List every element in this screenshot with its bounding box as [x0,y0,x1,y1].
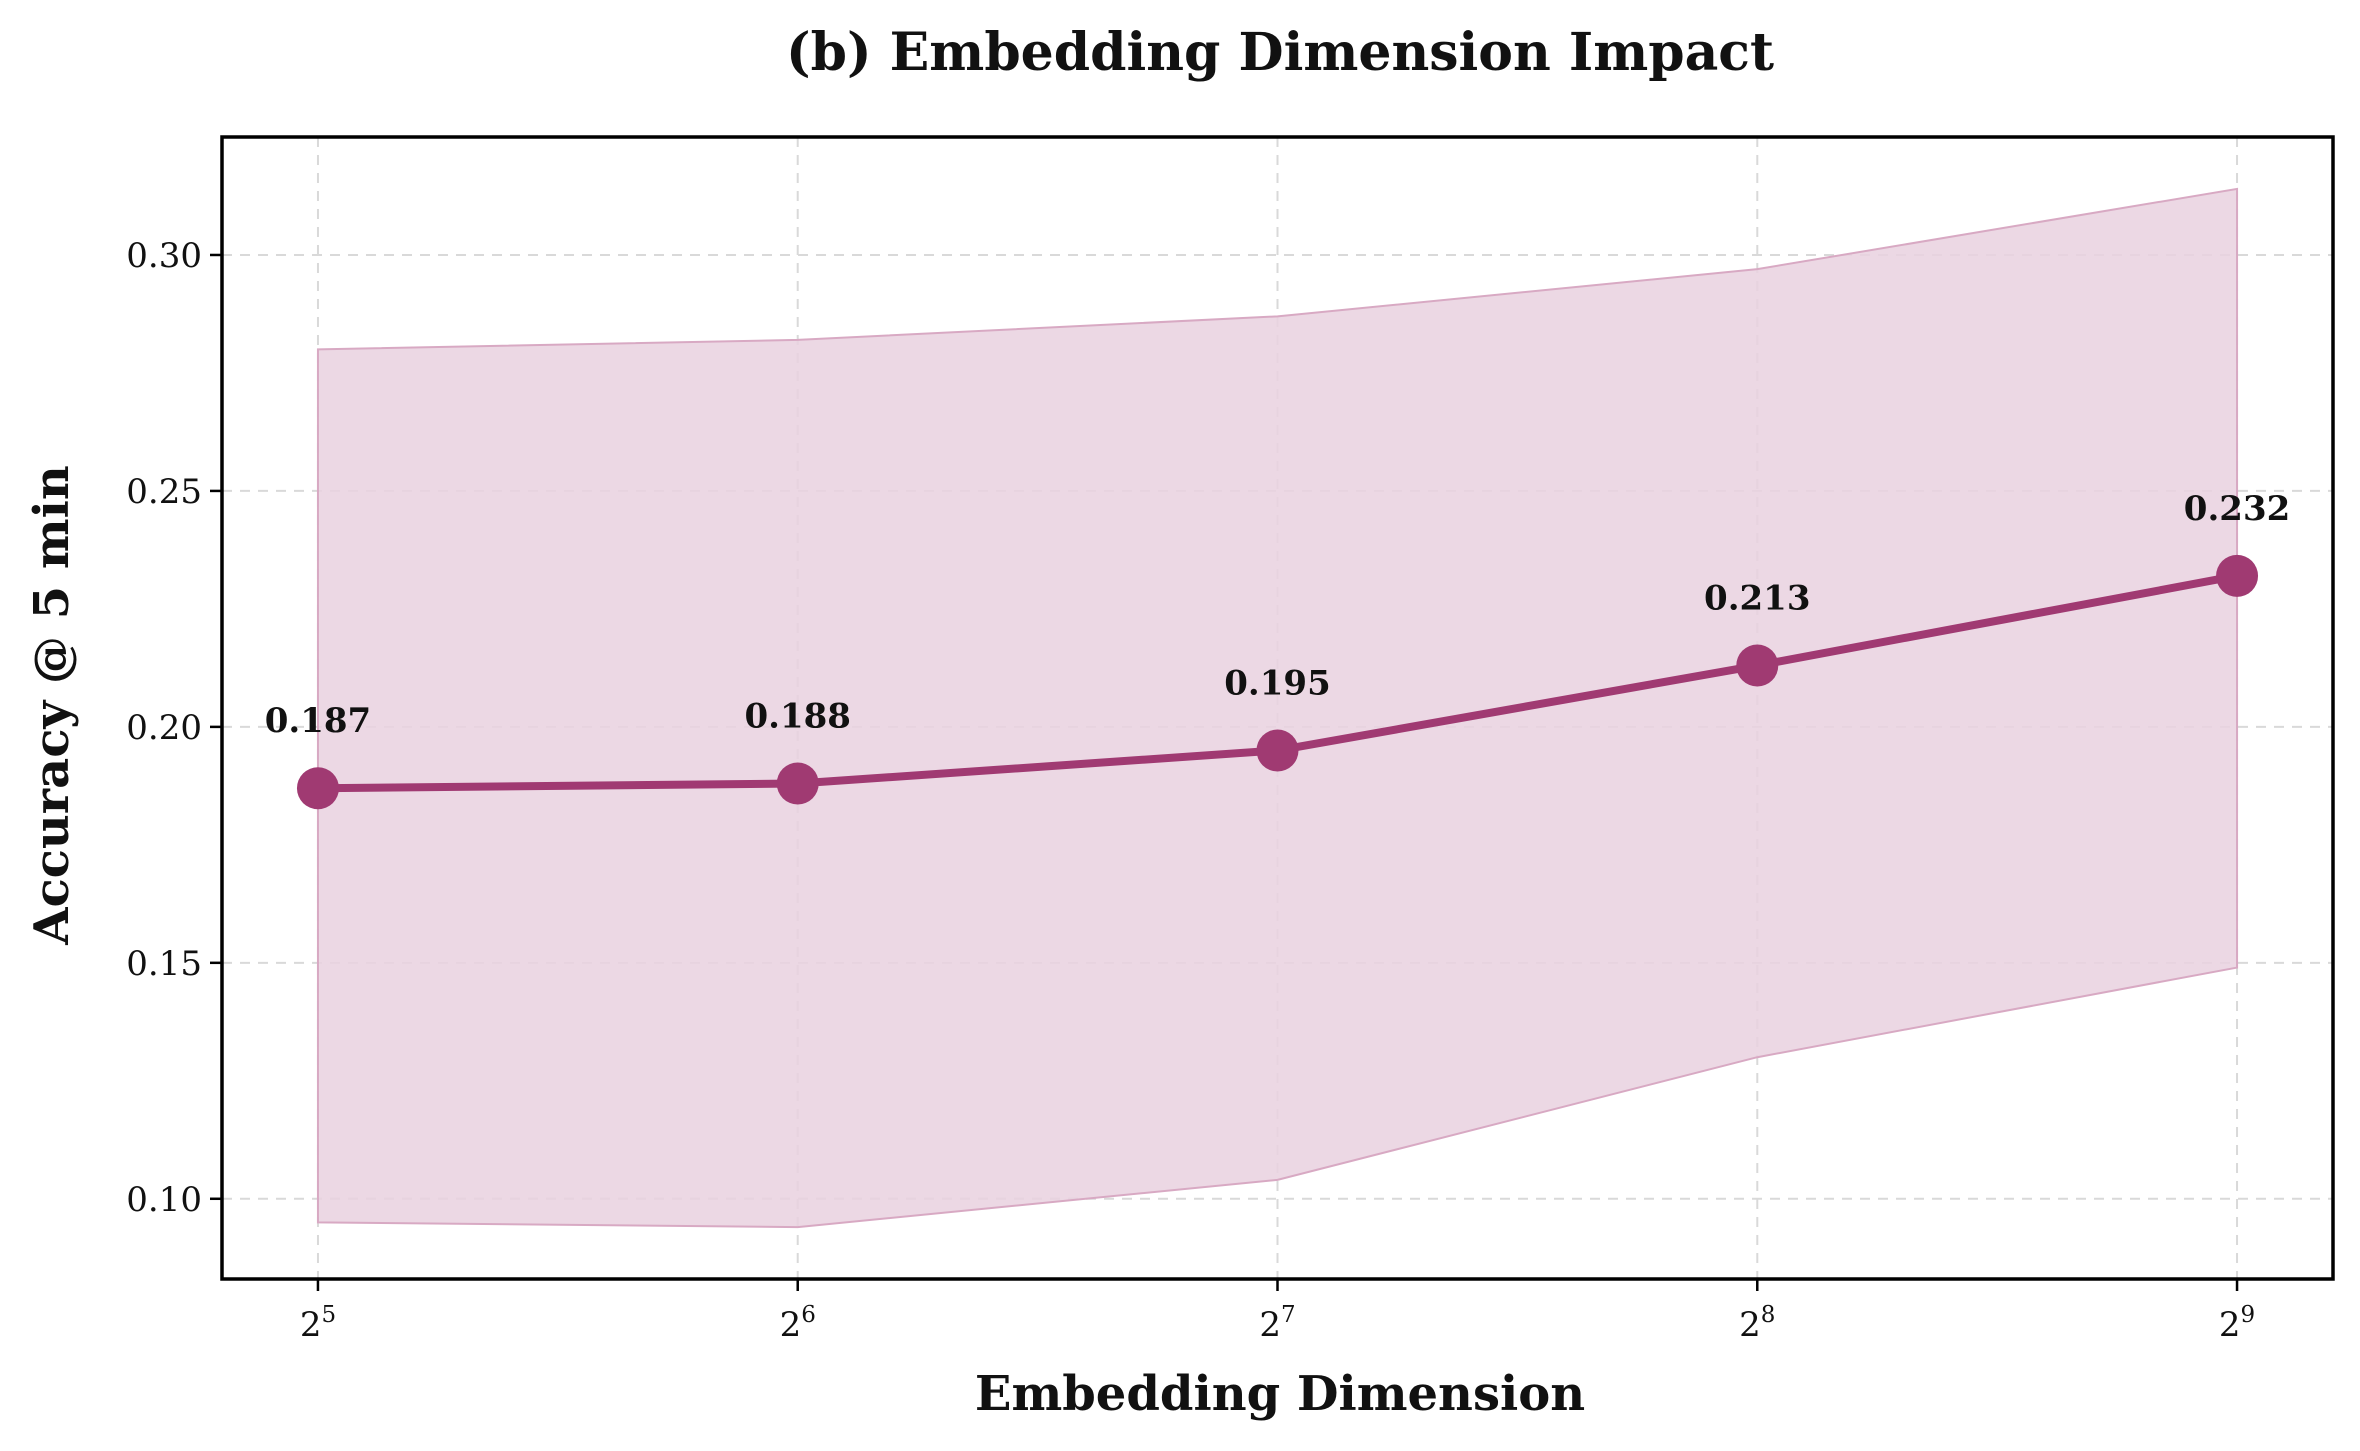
y-tick-label: 0.30 [126,236,202,276]
data-label: 0.187 [265,701,371,741]
data-label: 0.232 [2184,489,2290,529]
data-point [1736,644,1779,687]
chart-title: (b) Embedding Dimension Impact [786,22,1774,83]
data-label: 0.213 [1704,579,1810,619]
data-point [776,762,819,805]
x-axis-label: Embedding Dimension [975,1366,1585,1422]
x-tick-label: 25 [300,1302,336,1345]
data-point [2216,554,2259,597]
data-points [296,554,2259,810]
x-tick-label: 26 [780,1302,816,1345]
uncertainty-band [316,187,2239,1229]
y-tick-label: 0.25 [126,472,202,512]
x-axis-ticks: 25 26 27 28 29 [300,1279,2255,1345]
y-tick-label: 0.20 [126,708,202,748]
x-tick-label: 28 [1739,1302,1775,1345]
data-labels: 0.187 0.188 0.195 0.213 0.232 [265,489,2291,741]
y-axis-label: Accuracy @ 5 min [24,465,80,946]
y-tick-label: 0.10 [126,1180,202,1220]
data-point [1256,729,1299,772]
data-point [296,767,339,810]
data-label: 0.188 [744,697,850,737]
y-axis-ticks: 0.10 0.15 0.20 0.25 0.30 [126,236,222,1220]
y-tick-label: 0.15 [126,944,202,984]
x-tick-label: 29 [2219,1302,2255,1345]
data-label: 0.195 [1224,663,1330,703]
x-tick-label: 27 [1259,1302,1295,1345]
